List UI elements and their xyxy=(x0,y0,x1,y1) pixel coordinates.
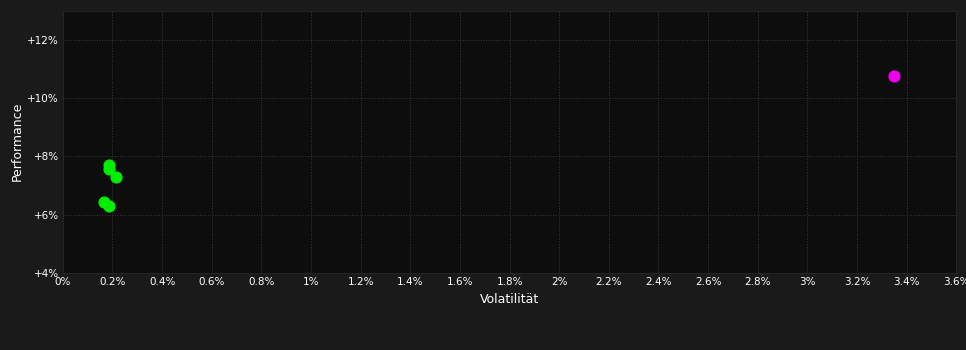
Point xyxy=(96,199,111,204)
Point xyxy=(101,203,117,209)
Y-axis label: Performance: Performance xyxy=(11,102,24,181)
Point xyxy=(887,74,902,79)
Point xyxy=(101,162,117,168)
Point xyxy=(101,167,117,172)
Point xyxy=(108,174,124,180)
X-axis label: Volatilität: Volatilität xyxy=(480,293,539,306)
